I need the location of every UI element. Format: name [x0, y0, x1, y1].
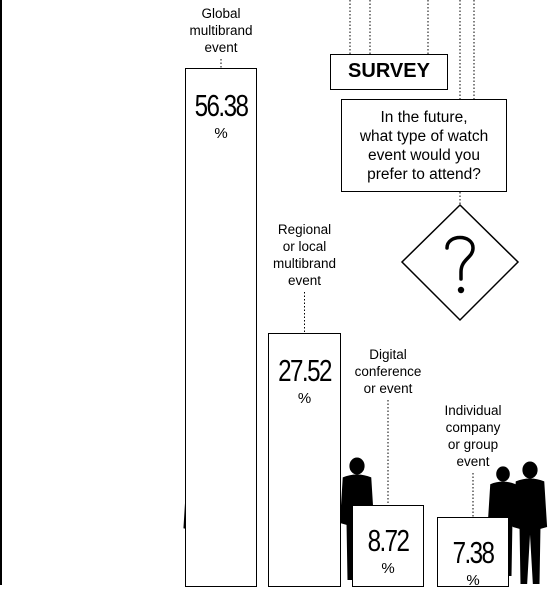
survey-title: SURVEY	[330, 54, 448, 90]
percent-unit: %	[214, 125, 228, 142]
diamond-sign	[400, 203, 520, 322]
value-label: 27.52	[278, 352, 332, 388]
survey-question: In the future, what type of watch event …	[341, 99, 507, 192]
person-silhouette	[512, 461, 548, 584]
category-label: Global multibrand event	[189, 6, 253, 55]
question-mark-icon	[457, 286, 465, 294]
value-label: 56.38	[194, 88, 249, 123]
percent-unit: %	[297, 389, 312, 407]
left-border-line	[0, 0, 2, 585]
category-label: Digital conference or event	[354, 347, 422, 396]
category-label: Regional or local multibrand event	[272, 222, 337, 288]
category-label: Individual company or group event	[444, 403, 502, 469]
question-mark-icon	[445, 235, 475, 281]
bar: 7.38%	[437, 517, 509, 589]
percent-unit: %	[466, 572, 480, 589]
bar: 8.72%	[352, 505, 424, 587]
bar: 27.52%	[268, 332, 341, 587]
percent-unit: %	[381, 560, 395, 578]
value-label: 7.38	[452, 535, 495, 571]
bar: 56.38%	[185, 68, 257, 587]
value-label: 8.72	[367, 523, 410, 559]
